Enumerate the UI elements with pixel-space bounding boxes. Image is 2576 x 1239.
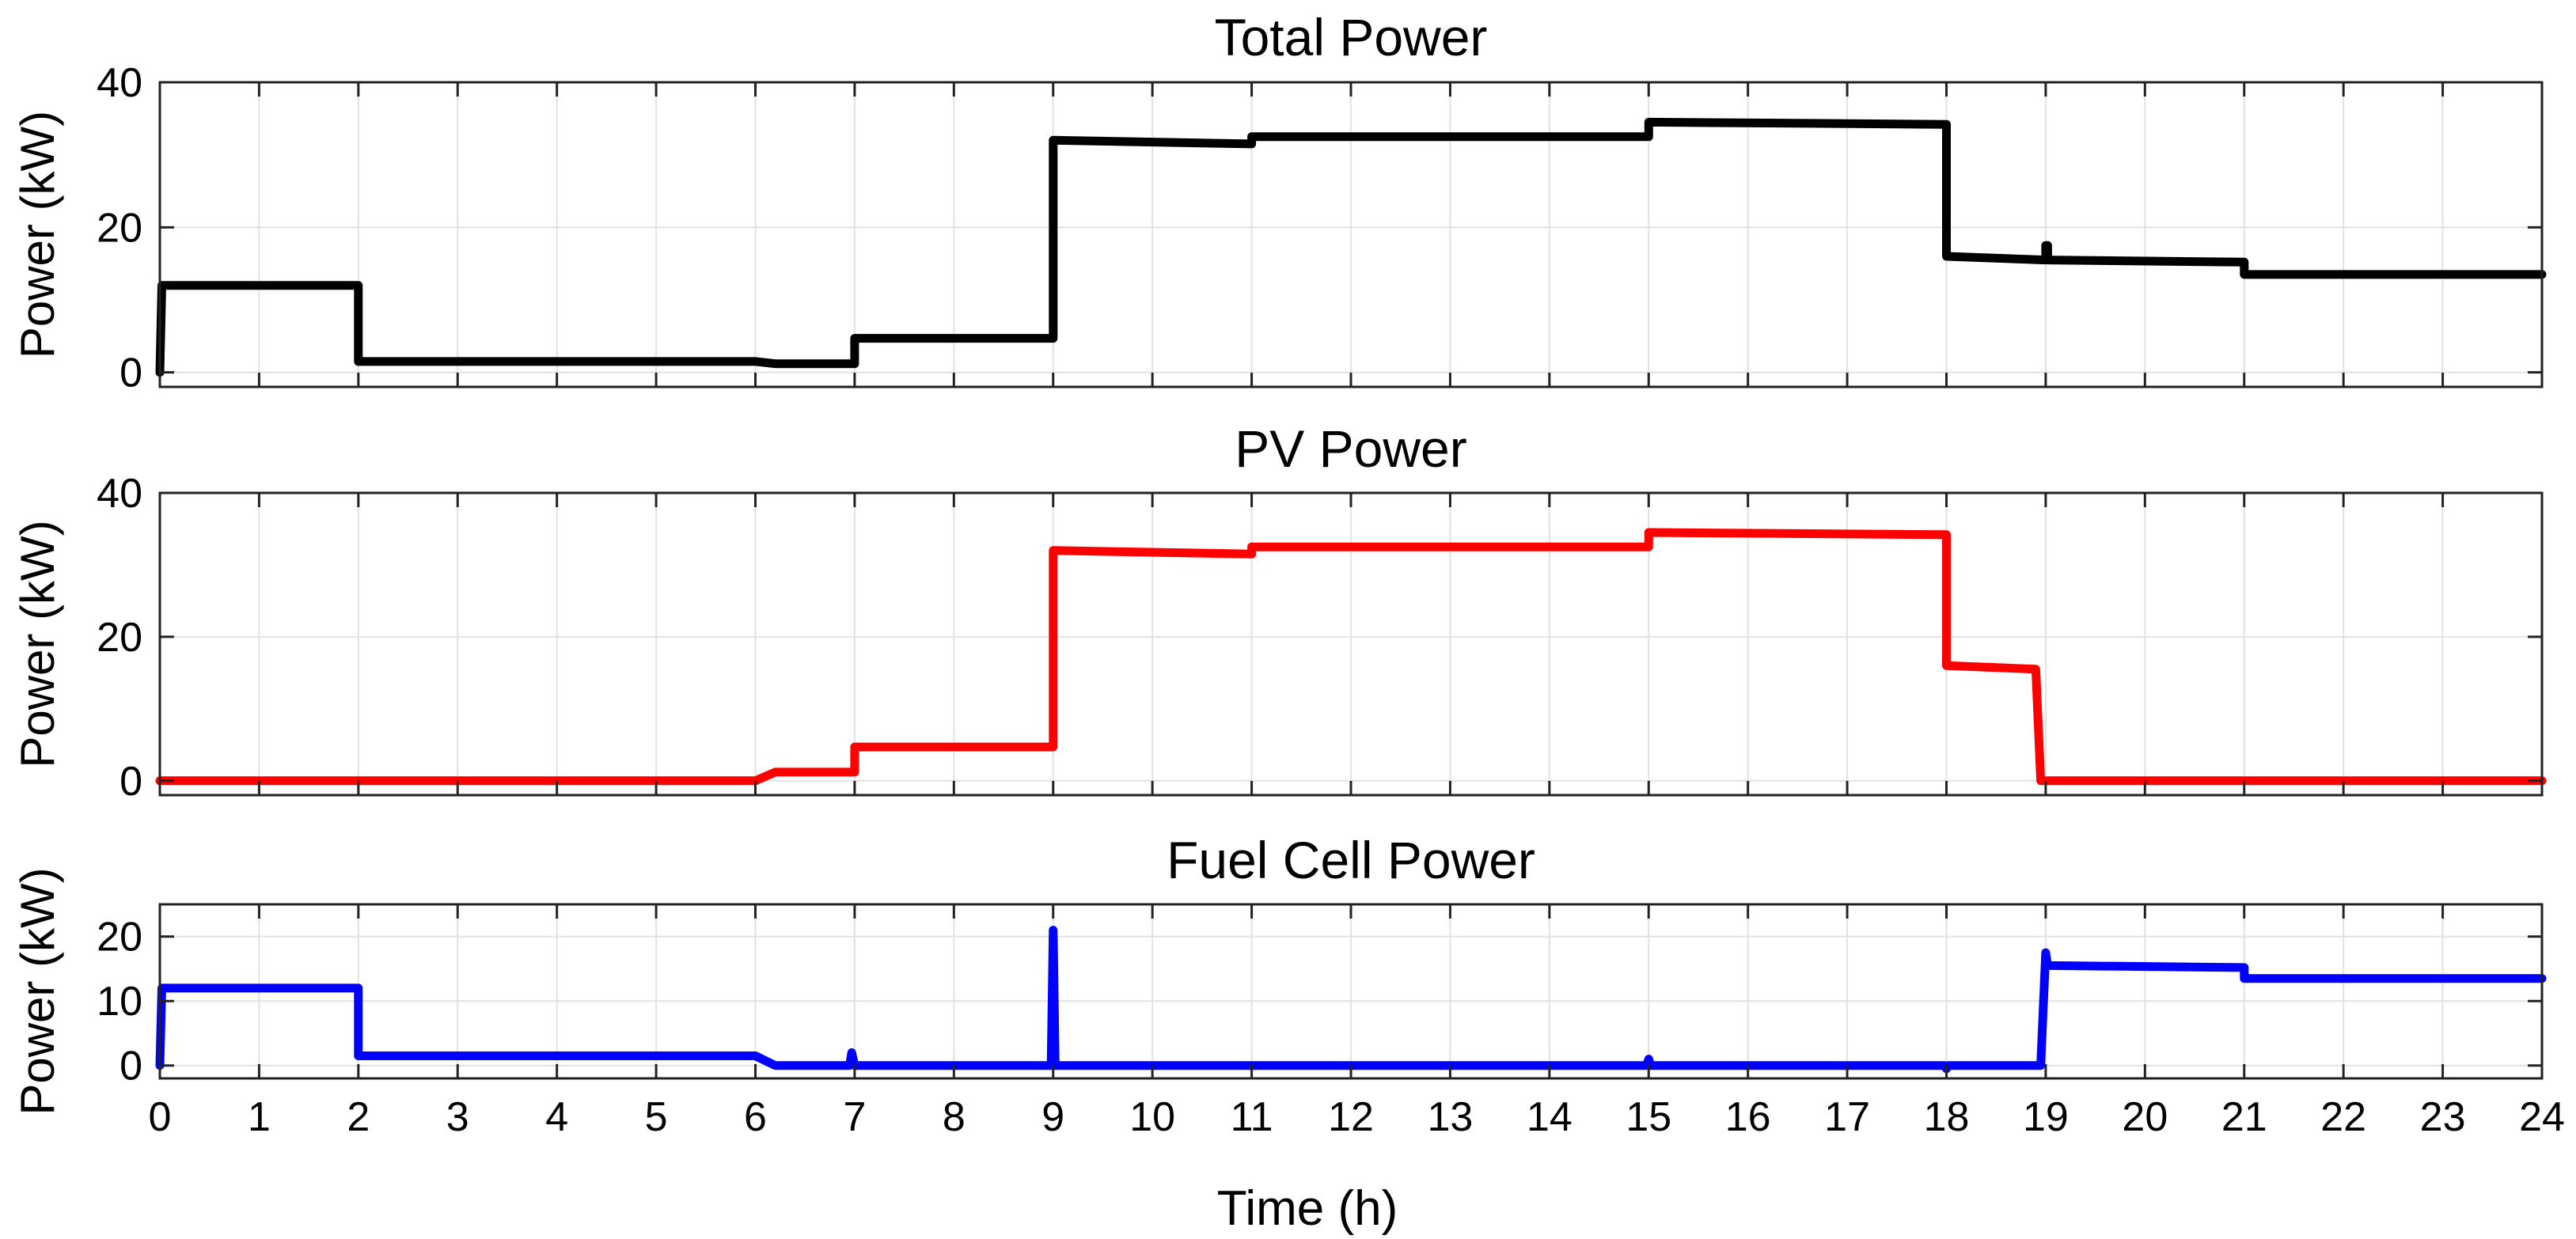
x-tick-label: 10 — [1129, 1094, 1175, 1140]
x-tick-label: 19 — [2023, 1094, 2069, 1140]
x-tick-label: 20 — [2122, 1094, 2168, 1140]
series-line-pv-power — [155, 528, 2547, 786]
y-tick-label: 0 — [120, 350, 142, 396]
x-tick-label: 11 — [1231, 1094, 1273, 1140]
y-tick-label: 20 — [97, 915, 142, 961]
x-tick-label: 6 — [744, 1094, 767, 1140]
x-tick-label: 7 — [843, 1094, 866, 1140]
y-axis-label: Power (kW) — [11, 111, 64, 358]
y-axis-label: Power (kW) — [11, 867, 64, 1115]
x-tick-label: 18 — [1924, 1094, 1970, 1140]
x-tick-label: 5 — [645, 1094, 668, 1140]
chart-title: Fuel Cell Power — [1167, 831, 1535, 889]
y-tick-label: 20 — [97, 615, 142, 661]
y-tick-label: 10 — [97, 979, 142, 1025]
x-tick-label: 9 — [1041, 1094, 1064, 1140]
x-tick-label: 4 — [545, 1094, 568, 1140]
chart-panel-2: 0 20 40 PV Power Power (kW) — [11, 419, 2547, 805]
x-tick-label: 15 — [1626, 1094, 1671, 1140]
y-tick-label: 20 — [97, 205, 142, 251]
x-tick-label: 8 — [943, 1094, 966, 1140]
x-tick-label: 17 — [1824, 1094, 1870, 1140]
series-line-total-power — [155, 117, 2547, 377]
x-tick-label: 0 — [149, 1094, 172, 1140]
chart-panel-3: 0 1 2 3 4 5 6 7 8 9 10 11 12 13 14 15 16 17 18 19 20 21 22 23 24… — [11, 831, 2565, 1140]
x-tick-label: 23 — [2420, 1094, 2466, 1140]
x-tick-label: 3 — [446, 1094, 469, 1140]
y-axis-label: Power (kW) — [11, 520, 64, 767]
y-tick-label: 40 — [97, 60, 142, 106]
x-tick-label: 16 — [1725, 1094, 1771, 1140]
chart-title: PV Power — [1235, 419, 1466, 478]
chart-title: Total Power — [1215, 8, 1488, 66]
x-tick-label: 2 — [347, 1094, 370, 1140]
series-line-fuel-cell-power — [155, 926, 2547, 1074]
x-tick-label: 1 — [248, 1094, 271, 1140]
x-tick-label: 14 — [1527, 1094, 1573, 1140]
x-tick-label: 24 — [2519, 1094, 2565, 1140]
x-tick-label: 21 — [2221, 1094, 2267, 1140]
x-tick-label: 13 — [1427, 1094, 1473, 1140]
x-tick-label: 12 — [1328, 1094, 1374, 1140]
y-tick-label: 40 — [97, 471, 142, 517]
chart-panel-1: 0 20 40 Total Power Power (kW) — [11, 8, 2547, 396]
x-axis-label: Time (h) — [1217, 1181, 1398, 1236]
y-tick-label: 0 — [120, 759, 142, 805]
y-tick-label: 0 — [120, 1044, 142, 1089]
x-tick-label: 22 — [2320, 1094, 2366, 1140]
